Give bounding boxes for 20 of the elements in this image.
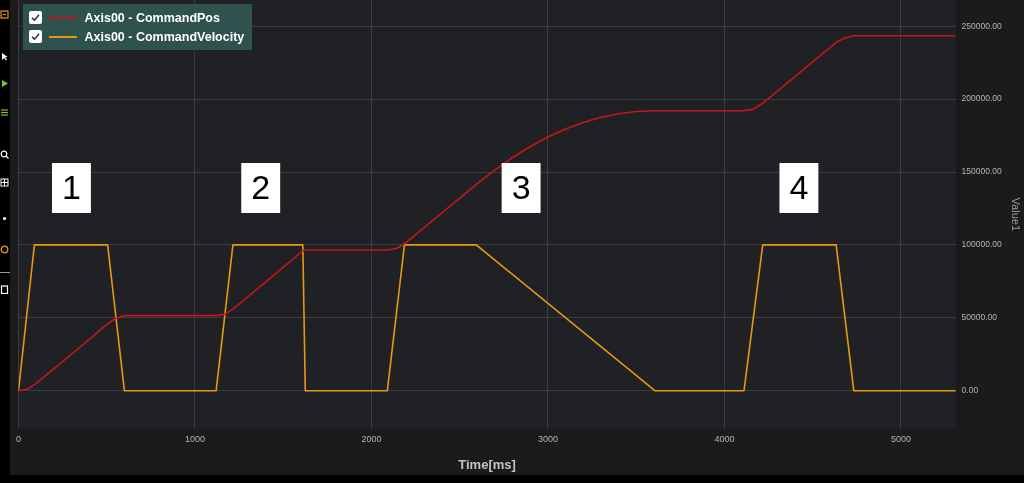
annotation: 3	[511, 168, 531, 207]
legend-label: Axis00 - CommandVelocity	[84, 29, 245, 44]
annotation: 4	[789, 168, 809, 207]
y-tick-label: 250000.00	[961, 20, 1003, 31]
x-tick-label: 4000	[714, 434, 735, 445]
x-tick-label: 0	[15, 434, 22, 445]
y-tick-label: 100000.00	[961, 239, 1003, 250]
annotation: 2	[251, 168, 271, 207]
x-axis-title: Time[ms]	[458, 456, 516, 472]
y-tick-label: 0.00	[961, 385, 979, 396]
y-tick-label: 150000.00	[961, 166, 1003, 177]
y-axis-title: Value1	[1010, 197, 1023, 232]
y-tick-label: 50000.00	[961, 312, 998, 323]
x-tick-label: 3000	[537, 434, 558, 445]
x-tick-label: 5000	[890, 434, 911, 445]
x-tick-label: 2000	[361, 434, 382, 445]
y-tick-label: 200000.00	[961, 93, 1003, 104]
annotation: 1	[61, 168, 81, 207]
x-tick-label: 1000	[184, 434, 205, 445]
legend-label: Axis00 - CommandPos	[84, 10, 220, 25]
